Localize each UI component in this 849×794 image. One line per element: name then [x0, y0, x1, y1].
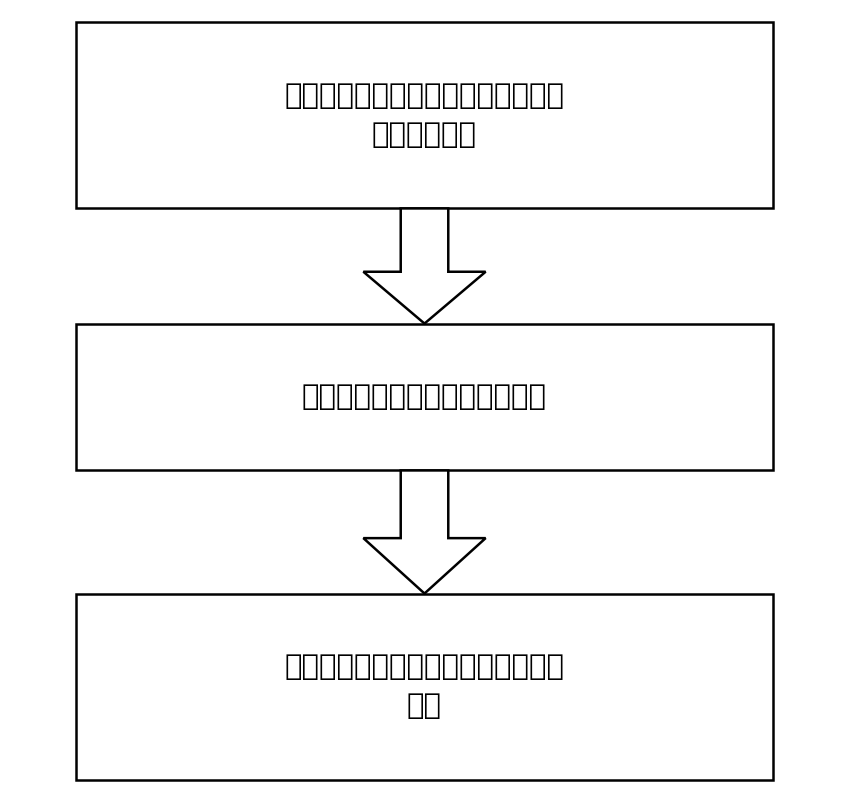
Text: 生成用户实际眼球与眼球参考模型的
眼球误差模型: 生成用户实际眼球与眼球参考模型的 眼球误差模型 — [284, 82, 565, 148]
Polygon shape — [363, 470, 486, 594]
Text: 根据眼球误差模型计算数据误差: 根据眼球误差模型计算数据误差 — [302, 383, 547, 411]
Bar — [76, 594, 773, 780]
Polygon shape — [363, 208, 486, 324]
Text: 将误差量补偿于眼动数据中进行数据
校正: 将误差量补偿于眼动数据中进行数据 校正 — [284, 653, 565, 720]
Bar — [76, 324, 773, 470]
Bar — [76, 21, 773, 208]
